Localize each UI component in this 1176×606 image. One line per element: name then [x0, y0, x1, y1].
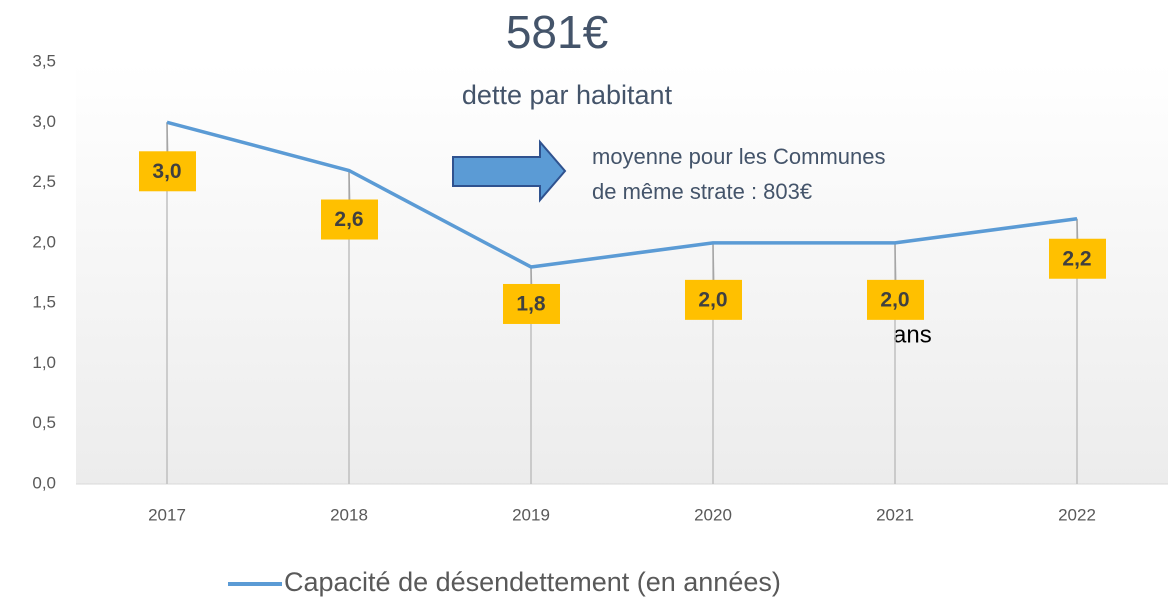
x-tick-label: 2021 [876, 505, 914, 524]
y-tick-label: 1,5 [32, 293, 56, 312]
y-tick-label: 0,5 [32, 413, 56, 432]
y-tick-label: 2,5 [32, 172, 56, 191]
plot: 0,0 0,5 1,0 1,5 2,0 2,5 3,0 3,5 2017 2018 2019 2020… [32, 51, 1168, 597]
y-tick-label: 1,0 [32, 353, 56, 372]
plot-background [76, 62, 1168, 484]
label-box [321, 199, 378, 240]
chart-title: 581€ [506, 6, 608, 58]
data-label: 2,6 [334, 208, 363, 231]
label-box [867, 279, 924, 320]
arrow [452, 139, 567, 203]
y-tick-label: 3,0 [32, 112, 56, 131]
label-box [139, 151, 196, 192]
data-label: 2,2 [1062, 247, 1091, 270]
label-box [1049, 238, 1106, 279]
label-box [685, 279, 742, 320]
data-label: 2,0 [698, 288, 727, 311]
x-tick-label: 2017 [148, 505, 186, 524]
data-label: 3,0 [152, 160, 181, 183]
data-label: 2,0 [880, 288, 909, 311]
y-tick-label: 3,5 [32, 51, 56, 70]
series-line [166, 120, 1078, 269]
chart-subtitle: dette par habitant [462, 80, 673, 110]
legend-label: Capacité de désendettement (en années) [284, 567, 781, 597]
y-tick-label: 0,0 [32, 473, 56, 492]
data-label: 1,8 [516, 293, 546, 316]
annotation: ans [893, 321, 932, 348]
x-tick-label: 2019 [512, 505, 550, 524]
label-box [503, 283, 560, 324]
y-tick-label: 2,0 [32, 232, 56, 251]
annotation: de même strate : 803€ [592, 179, 812, 204]
x-tick-label: 2022 [1058, 505, 1096, 524]
annotation: moyenne pour les Communes [592, 144, 885, 169]
x-tick-label: 2018 [330, 505, 368, 524]
x-tick-label: 2020 [694, 505, 732, 524]
